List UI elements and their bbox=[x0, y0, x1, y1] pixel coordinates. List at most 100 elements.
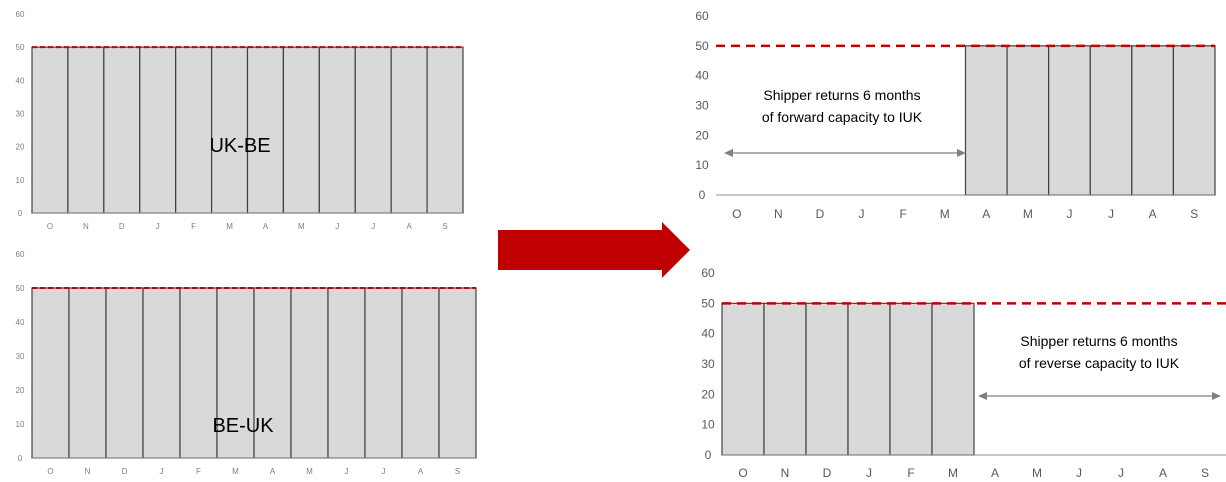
y-tick-label: 20 bbox=[695, 128, 709, 142]
x-tick-label: M bbox=[1032, 466, 1042, 480]
bar bbox=[1089, 45, 1133, 196]
x-tick-label: D bbox=[823, 466, 832, 480]
y-tick-label: 50 bbox=[16, 284, 25, 293]
bar bbox=[426, 46, 464, 214]
bar bbox=[179, 287, 218, 459]
bar bbox=[401, 287, 440, 459]
y-tick-label: 40 bbox=[16, 318, 25, 327]
reverse-return-chart: 0 10 20 30 40 50 60 O N D J F M A M J J A S Shipper returns… bbox=[701, 266, 1226, 480]
transition-arrow bbox=[498, 222, 690, 278]
bar bbox=[142, 287, 181, 459]
x-tick-label: D bbox=[119, 222, 125, 231]
y-tick-label: 60 bbox=[16, 10, 25, 19]
x-tick-label: J bbox=[1108, 207, 1114, 221]
x-tick-label: J bbox=[859, 207, 865, 221]
x-tick-label: S bbox=[1201, 466, 1209, 480]
x-tick-label: A bbox=[1159, 466, 1167, 480]
bar bbox=[964, 45, 1008, 196]
span-arrow-head-left bbox=[978, 392, 987, 400]
x-tick-label: O bbox=[47, 222, 53, 231]
x-tick-label: N bbox=[85, 467, 91, 476]
span-arrow-head-left bbox=[724, 149, 733, 157]
bar bbox=[889, 302, 933, 456]
y-tick-label: 10 bbox=[16, 420, 25, 429]
chart-direction-label: BE-UK bbox=[212, 415, 274, 437]
bar bbox=[327, 287, 366, 459]
x-tick-label: O bbox=[738, 466, 747, 480]
y-tick-label: 0 bbox=[699, 188, 706, 202]
x-tick-label: J bbox=[382, 467, 386, 476]
bar bbox=[805, 302, 849, 456]
x-tick-label: M bbox=[226, 222, 233, 231]
bar bbox=[246, 46, 285, 214]
x-tick-label: A bbox=[418, 467, 424, 476]
bar bbox=[763, 302, 807, 456]
bar bbox=[847, 302, 891, 456]
bar bbox=[318, 46, 356, 214]
x-tick-label: A bbox=[982, 207, 990, 221]
y-tick-label: 40 bbox=[16, 76, 25, 85]
bar bbox=[68, 287, 107, 459]
x-tick-label: J bbox=[345, 467, 349, 476]
x-tick-label: M bbox=[1023, 207, 1033, 221]
x-tick-label: N bbox=[83, 222, 89, 231]
x-tick-label: F bbox=[191, 222, 196, 231]
x-tick-label: O bbox=[47, 467, 53, 476]
bar bbox=[1172, 45, 1216, 196]
bar bbox=[282, 46, 320, 214]
x-tick-label: D bbox=[816, 207, 825, 221]
x-tick-label: J bbox=[156, 222, 160, 231]
y-tick-label: 30 bbox=[701, 357, 715, 371]
x-tick-label: A bbox=[270, 467, 276, 476]
bar bbox=[438, 287, 477, 459]
x-tick-label: N bbox=[781, 466, 790, 480]
x-tick-label: N bbox=[774, 207, 783, 221]
y-tick-label: 40 bbox=[695, 69, 709, 83]
y-tick-label: 60 bbox=[695, 9, 709, 23]
y-tick-label: 30 bbox=[16, 352, 25, 361]
x-tick-label: J bbox=[1118, 466, 1124, 480]
y-tick-label: 50 bbox=[16, 43, 25, 52]
annotation-text: Shipper returns 6 months bbox=[1020, 333, 1177, 349]
x-tick-label: M bbox=[232, 467, 239, 476]
y-tick-label: 0 bbox=[18, 209, 23, 218]
bar bbox=[1006, 45, 1050, 196]
x-tick-label: M bbox=[940, 207, 950, 221]
x-tick-label: F bbox=[907, 466, 914, 480]
bar bbox=[103, 46, 141, 214]
bar bbox=[1048, 45, 1091, 196]
bar bbox=[1131, 45, 1175, 196]
y-tick-label: 20 bbox=[16, 143, 25, 152]
bar bbox=[31, 46, 69, 214]
bar bbox=[721, 302, 765, 456]
x-tick-label: F bbox=[196, 467, 201, 476]
x-tick-label: M bbox=[948, 466, 958, 480]
y-tick-label: 60 bbox=[16, 250, 25, 259]
x-tick-label: J bbox=[1076, 466, 1082, 480]
annotation-text: of reverse capacity to IUK bbox=[1019, 355, 1180, 371]
chart-direction-label: UK-BE bbox=[209, 135, 270, 157]
x-tick-label: M bbox=[298, 222, 305, 231]
bar bbox=[210, 46, 249, 214]
x-tick-label: S bbox=[442, 222, 447, 231]
x-tick-label: J bbox=[335, 222, 339, 231]
x-tick-label: O bbox=[732, 207, 741, 221]
x-tick-label: A bbox=[406, 222, 412, 231]
x-tick-label: J bbox=[1066, 207, 1072, 221]
annotation-text: Shipper returns 6 months bbox=[763, 87, 920, 103]
y-tick-label: 50 bbox=[701, 296, 715, 310]
y-tick-label: 30 bbox=[16, 110, 25, 119]
bar bbox=[931, 302, 975, 456]
bar bbox=[364, 287, 403, 459]
y-tick-label: 20 bbox=[701, 387, 715, 401]
bar bbox=[175, 46, 213, 214]
y-tick-label: 30 bbox=[695, 99, 709, 113]
x-tick-label: D bbox=[122, 467, 128, 476]
bar bbox=[67, 46, 105, 214]
y-tick-label: 10 bbox=[701, 418, 715, 432]
x-tick-label: S bbox=[1190, 207, 1198, 221]
x-tick-label: M bbox=[306, 467, 313, 476]
y-tick-label: 50 bbox=[695, 39, 709, 53]
x-tick-label: J bbox=[371, 222, 375, 231]
